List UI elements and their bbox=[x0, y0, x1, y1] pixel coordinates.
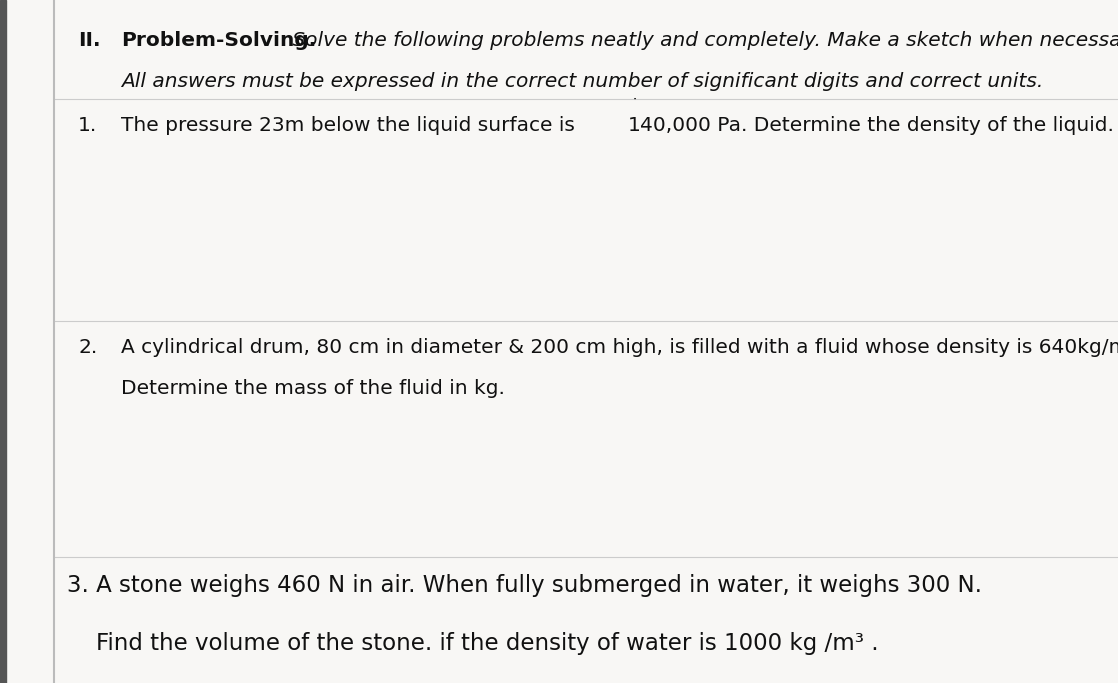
Text: A cylindrical drum, 80 cm in diameter & 200 cm high, is filled with a fluid whos: A cylindrical drum, 80 cm in diameter & … bbox=[121, 338, 1118, 357]
Text: All answers must be expressed in the correct number of significant digits and co: All answers must be expressed in the cor… bbox=[121, 72, 1043, 91]
Text: 40,000 Pa. Determine the density of the liquid.: 40,000 Pa. Determine the density of the … bbox=[639, 116, 1114, 135]
Text: Problem-Solving.: Problem-Solving. bbox=[121, 31, 316, 50]
Text: 1: 1 bbox=[628, 116, 641, 135]
Bar bbox=[0, 0, 6, 683]
Text: Solve the following problems neatly and completely. Make a sketch when necessary: Solve the following problems neatly and … bbox=[286, 31, 1118, 50]
Text: Find the volume of the stone. if the density of water is 1000 kg /m³ .: Find the volume of the stone. if the den… bbox=[67, 632, 879, 655]
Text: 3. A stone weighs 460 N in air. When fully submerged in water, it weighs 300 N.: 3. A stone weighs 460 N in air. When ful… bbox=[67, 574, 982, 597]
Text: 2.: 2. bbox=[78, 338, 97, 357]
Text: ˙: ˙ bbox=[631, 98, 639, 113]
Text: 1.: 1. bbox=[78, 116, 97, 135]
Text: Determine the mass of the fluid in kg.: Determine the mass of the fluid in kg. bbox=[121, 379, 504, 398]
Text: The pressure 23m below the liquid surface is: The pressure 23m below the liquid surfac… bbox=[121, 116, 581, 135]
Text: II.: II. bbox=[78, 31, 101, 50]
